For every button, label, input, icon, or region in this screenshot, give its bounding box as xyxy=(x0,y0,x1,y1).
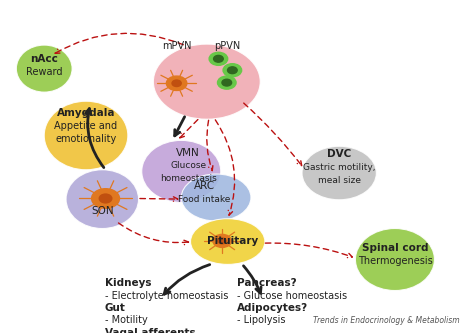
Circle shape xyxy=(222,79,232,86)
Ellipse shape xyxy=(181,174,251,221)
Text: Pancreas?: Pancreas? xyxy=(237,278,297,288)
Ellipse shape xyxy=(142,141,221,202)
Text: VMN: VMN xyxy=(176,148,200,158)
Text: Reward: Reward xyxy=(26,67,63,77)
Text: emotionality: emotionality xyxy=(55,135,117,145)
Text: ARC: ARC xyxy=(194,181,215,191)
Ellipse shape xyxy=(191,219,265,264)
Circle shape xyxy=(214,55,223,62)
Text: Appetite and: Appetite and xyxy=(55,121,118,131)
Text: meal size: meal size xyxy=(318,176,361,185)
Text: - Electrolyte homeostasis: - Electrolyte homeostasis xyxy=(105,290,228,300)
Text: SON: SON xyxy=(91,205,114,215)
Circle shape xyxy=(209,52,228,65)
Text: - Motility: - Motility xyxy=(105,315,147,325)
Text: Gastric motility,: Gastric motility, xyxy=(303,163,375,171)
Text: Pituitary: Pituitary xyxy=(207,236,258,246)
Circle shape xyxy=(166,76,187,91)
Ellipse shape xyxy=(66,170,138,228)
Circle shape xyxy=(218,238,226,244)
Circle shape xyxy=(228,67,237,74)
Text: nAcc: nAcc xyxy=(30,54,58,64)
Circle shape xyxy=(91,189,119,208)
Text: Trends in Endocrinology & Metabolism: Trends in Endocrinology & Metabolism xyxy=(313,316,460,325)
Text: Gut: Gut xyxy=(105,303,126,313)
Ellipse shape xyxy=(44,101,128,170)
Text: DVC: DVC xyxy=(327,149,351,159)
Text: - Lipolysis: - Lipolysis xyxy=(237,315,285,325)
Circle shape xyxy=(172,80,181,87)
Ellipse shape xyxy=(302,146,376,200)
Circle shape xyxy=(218,76,236,89)
Circle shape xyxy=(213,234,231,247)
Text: Food intake: Food intake xyxy=(178,194,231,204)
Text: Vagal afferents: Vagal afferents xyxy=(105,328,195,333)
Text: homeostasis: homeostasis xyxy=(160,174,217,183)
Ellipse shape xyxy=(356,228,434,290)
Circle shape xyxy=(223,64,242,77)
Text: - Glucose homeostasis: - Glucose homeostasis xyxy=(237,290,347,300)
Text: Adipocytes?: Adipocytes? xyxy=(237,303,308,313)
Text: mPVN: mPVN xyxy=(162,41,191,51)
Text: Thermogenesis: Thermogenesis xyxy=(357,256,432,266)
Ellipse shape xyxy=(154,44,260,119)
Text: pPVN: pPVN xyxy=(215,41,241,51)
Text: Amygdala: Amygdala xyxy=(57,108,115,118)
Circle shape xyxy=(99,194,112,203)
Text: Spinal cord: Spinal cord xyxy=(362,243,428,253)
Text: Glucose: Glucose xyxy=(170,162,206,170)
Text: Kidneys: Kidneys xyxy=(105,278,151,288)
Ellipse shape xyxy=(17,45,72,92)
